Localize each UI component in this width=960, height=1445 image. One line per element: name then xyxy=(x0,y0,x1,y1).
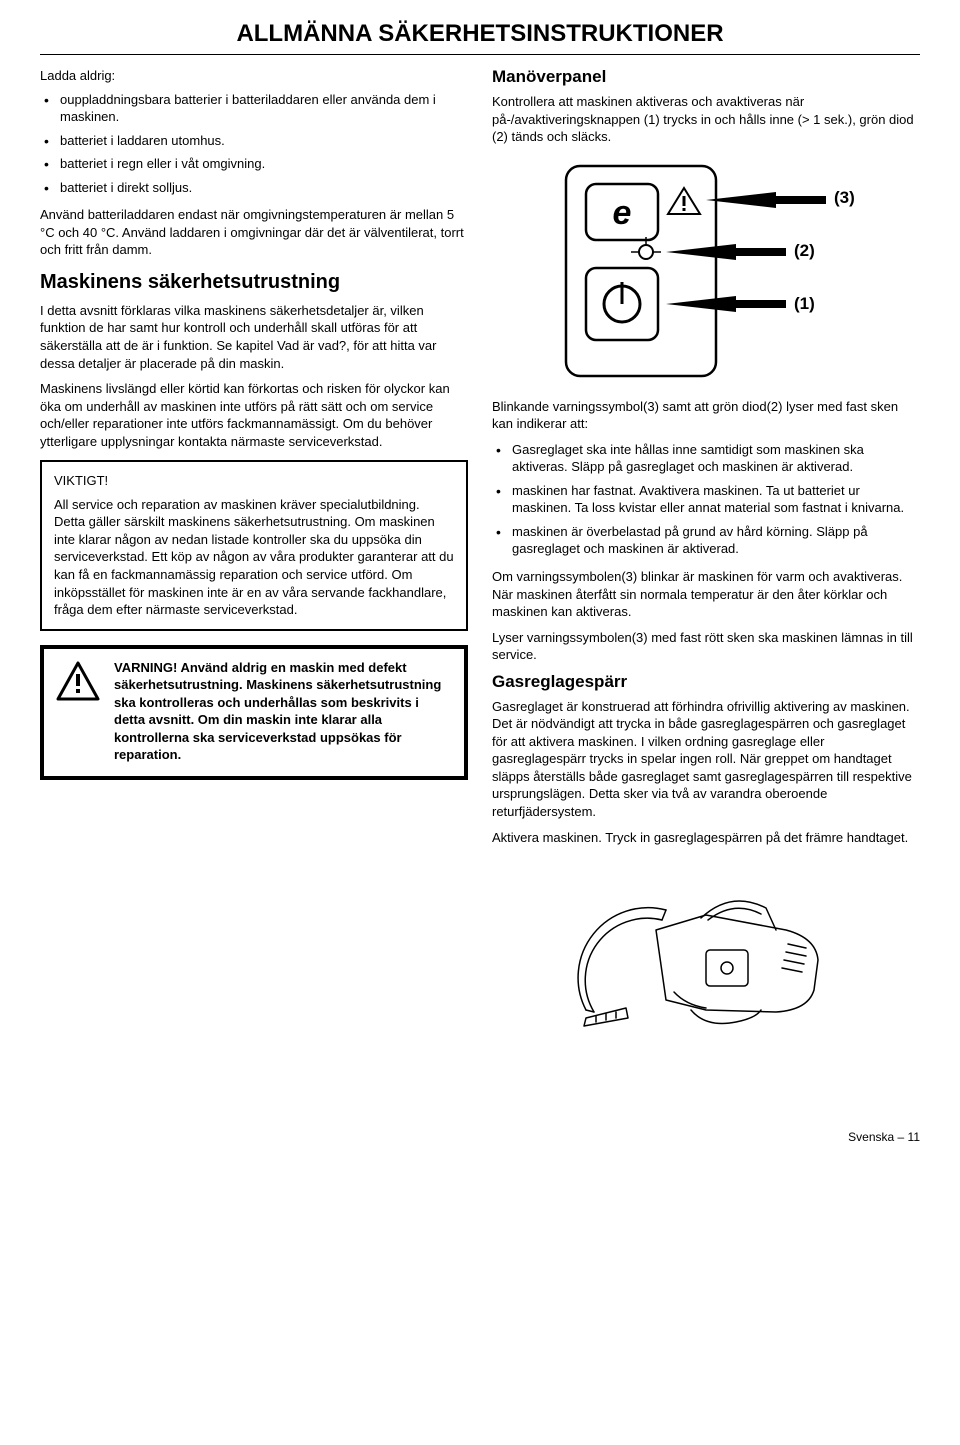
callout-2: (2) xyxy=(794,241,815,261)
callout-3: (3) xyxy=(834,188,855,208)
list-item: batteriet i laddaren utomhus. xyxy=(40,132,468,150)
warning-text: VARNING! Använd aldrig en maskin med def… xyxy=(114,659,452,764)
list-item: batteriet i regn eller i våt omgivning. xyxy=(40,155,468,173)
list-item: maskinen är överbelastad på grund av hår… xyxy=(492,523,920,558)
control-panel-figure: e xyxy=(492,156,920,386)
temperature-paragraph: Använd batteriladdaren endast när omgivn… xyxy=(40,206,468,259)
control-panel-heading: Manöverpanel xyxy=(492,67,920,87)
control-panel-p1: Kontrollera att maskinen aktiveras och a… xyxy=(492,93,920,146)
important-box: VIKTIGT! All service och reparation av m… xyxy=(40,460,468,630)
safety-paragraph-2: Maskinens livslängd eller körtid kan för… xyxy=(40,380,468,450)
list-item: Gasreglaget ska inte hållas inne samtidi… xyxy=(492,441,920,476)
page-footer: Svenska – 11 xyxy=(40,1130,920,1144)
throttle-lock-p2: Aktivera maskinen. Tryck in gasreglagesp… xyxy=(492,829,920,847)
ladda-aldrig-list: ouppladdningsbara batterier i batterilad… xyxy=(40,91,468,197)
control-panel-p4: Lyser varningssymbolen(3) med fast rött … xyxy=(492,629,920,664)
callout-1: (1) xyxy=(794,294,815,314)
left-column: Ladda aldrig: ouppladdningsbara batterie… xyxy=(40,67,468,1050)
important-label: VIKTIGT! xyxy=(54,472,454,490)
safety-equipment-heading: Maskinens säkerhetsutrustning xyxy=(40,271,468,294)
list-item: maskinen har fastnat. Avaktivera maskine… xyxy=(492,482,920,517)
title-rule xyxy=(40,54,920,55)
important-text: All service och reparation av maskinen k… xyxy=(54,496,454,619)
safety-paragraph-1: I detta avsnitt förklaras vilka maskinen… xyxy=(40,302,468,372)
two-column-layout: Ladda aldrig: ouppladdningsbara batterie… xyxy=(40,67,920,1050)
throttle-lock-heading: Gasreglagespärr xyxy=(492,672,920,692)
warning-box: VARNING! Använd aldrig en maskin med def… xyxy=(40,645,468,780)
svg-text:e: e xyxy=(613,194,632,232)
warning-triangle-icon xyxy=(56,661,100,706)
control-panel-p2: Blinkande varningssymbol(3) samt att grö… xyxy=(492,398,920,433)
list-item: ouppladdningsbara batterier i batterilad… xyxy=(40,91,468,126)
list-item: batteriet i direkt solljus. xyxy=(40,179,468,197)
ladda-aldrig-label: Ladda aldrig: xyxy=(40,67,468,85)
right-column: Manöverpanel Kontrollera att maskinen ak… xyxy=(492,67,920,1050)
tool-figure xyxy=(492,860,920,1050)
page-title: ALLMÄNNA SÄKERHETSINSTRUKTIONER xyxy=(40,20,920,48)
control-panel-p3: Om varningssymbolen(3) blinkar är maskin… xyxy=(492,568,920,621)
throttle-lock-p1: Gasreglaget är konstruerad att förhindra… xyxy=(492,698,920,821)
indicator-list: Gasreglaget ska inte hållas inne samtidi… xyxy=(492,441,920,558)
